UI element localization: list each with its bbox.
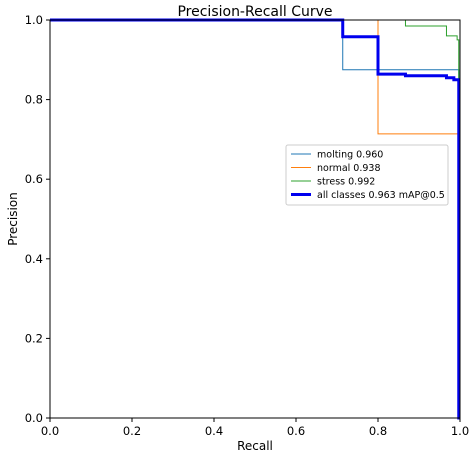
x-tick-label: 0.0 [41, 424, 59, 438]
y-tick-label: 0.0 [25, 411, 43, 425]
legend: molting 0.960 normal 0.938 stress 0.992 all… [285, 144, 449, 206]
series-layer [50, 18, 461, 420]
legend-label-3: all classes 0.963 mAP@0.5 [317, 190, 445, 201]
y-tick-label: 0.2 [25, 331, 43, 345]
y-tick-label: 0.6 [25, 172, 43, 186]
x-axis-label: Recall [237, 439, 273, 453]
series-line-1 [50, 19, 460, 419]
legend-label-2: stress 0.992 [317, 177, 375, 188]
plot-frame [49, 19, 461, 419]
x-tick-label: 0.6 [287, 424, 305, 438]
x-tick-label: 0.8 [369, 424, 387, 438]
legend-label-0: molting 0.960 [317, 150, 383, 161]
series-line-3 [50, 18, 461, 420]
series-line-2 [50, 19, 460, 419]
chart-title: Precision-Recall Curve [177, 4, 332, 20]
legend-box [285, 144, 449, 206]
ticks-layer: 0.0 0.2 0.4 0.6 0.8 1.0 0.0 0.2 0.4 0.6 0.8 1.0 [25, 13, 469, 438]
x-tick-label: 0.2 [123, 424, 141, 438]
y-axis-label: Precision [6, 192, 20, 246]
y-tick-label: 0.8 [25, 93, 43, 107]
series-line-0 [50, 19, 460, 419]
y-tick-label: 1.0 [25, 13, 43, 27]
y-tick-label: 0.4 [25, 252, 43, 266]
x-tick-label: 1.0 [451, 424, 469, 438]
legend-label-1: normal 0.938 [317, 163, 381, 174]
x-tick-label: 0.4 [205, 424, 223, 438]
